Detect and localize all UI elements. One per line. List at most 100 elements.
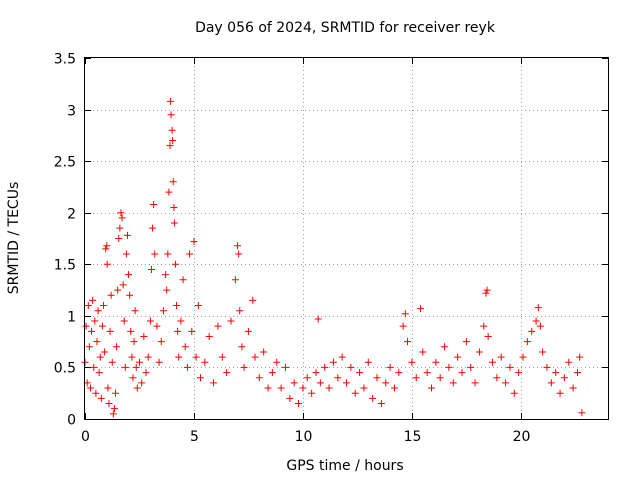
data-point [534, 304, 542, 312]
data-point [427, 384, 435, 392]
data-point [95, 369, 103, 377]
data-point [183, 363, 191, 371]
data-point [223, 369, 231, 377]
data-point [312, 369, 320, 377]
data-point [497, 353, 505, 361]
data-point [255, 374, 263, 382]
data-point [190, 238, 198, 246]
data-point [573, 369, 581, 377]
data-point [251, 353, 259, 361]
data-point [419, 348, 427, 356]
data-point [166, 97, 174, 105]
data-point [449, 379, 457, 387]
x-axis-label: GPS time / hours [286, 458, 403, 474]
data-point [106, 327, 114, 335]
data-point [210, 379, 218, 387]
data-point [260, 348, 268, 356]
chart-title: Day 056 of 2024, SRMTID for receiver rey… [195, 20, 496, 36]
data-point [94, 307, 102, 315]
data-point [569, 384, 577, 392]
data-point [114, 286, 122, 294]
data-point [201, 358, 209, 366]
data-point [273, 358, 281, 366]
data-point [125, 271, 133, 279]
data-point [84, 302, 92, 310]
data-point [170, 204, 178, 212]
data-point [536, 322, 544, 330]
data-point [483, 286, 491, 294]
data-point [164, 250, 172, 258]
data-point [157, 338, 165, 346]
data-point [194, 302, 202, 310]
axis-ticks: 0 0.5 1 1.5 2 2.5 3 3.5 0 5 10 15 20 [54, 52, 608, 445]
data-point [295, 400, 303, 408]
data-point [89, 296, 97, 304]
data-point [576, 353, 584, 361]
data-point [373, 374, 381, 382]
data-point [91, 317, 99, 325]
data-point [98, 322, 106, 330]
data-point [502, 379, 510, 387]
data-point [329, 358, 337, 366]
data-point [532, 317, 540, 325]
data-point [103, 260, 111, 268]
data-point [163, 286, 171, 294]
y-tick-label: 0 [67, 413, 76, 429]
data-point [97, 394, 105, 402]
data-point [386, 363, 394, 371]
y-tick-label: 3.5 [54, 52, 76, 68]
x-tick-label: 0 [81, 429, 90, 445]
data-point [395, 369, 403, 377]
data-point [96, 353, 104, 361]
data-point [126, 291, 134, 299]
data-point [93, 338, 101, 346]
data-point [104, 384, 112, 392]
x-tick-label: 10 [295, 429, 313, 445]
data-point [151, 250, 159, 258]
data-point [144, 353, 152, 361]
data-point [338, 353, 346, 361]
data-point [467, 363, 475, 371]
data-point [132, 363, 140, 371]
data-point [146, 317, 154, 325]
data-point [100, 302, 108, 310]
data-point [129, 374, 137, 382]
data-point [118, 214, 126, 222]
data-point [436, 374, 444, 382]
data-point [556, 389, 564, 397]
data-point [102, 245, 110, 253]
data-point [166, 142, 174, 150]
data-point [277, 384, 285, 392]
data-point [369, 394, 377, 402]
data-point [404, 338, 412, 346]
data-point [515, 369, 523, 377]
data-point [484, 332, 492, 340]
data-point [82, 322, 90, 330]
data-point [168, 126, 176, 134]
data-point [186, 250, 194, 258]
data-point [179, 276, 187, 284]
data-point [122, 250, 130, 258]
data-point [149, 224, 157, 232]
data-point [523, 338, 531, 346]
data-point [408, 358, 416, 366]
data-point [539, 348, 547, 356]
data-point [109, 410, 117, 418]
data-point [173, 302, 181, 310]
data-point [316, 379, 324, 387]
data-point [303, 374, 311, 382]
data-point [115, 235, 123, 242]
data-point [231, 276, 239, 284]
data-point [249, 296, 257, 304]
data-point [314, 315, 322, 323]
data-point [165, 188, 173, 196]
data-point [155, 358, 163, 366]
data-point [170, 219, 178, 227]
data-point [138, 379, 146, 387]
plot-frame [84, 57, 609, 420]
data-point [264, 384, 272, 392]
data-point [377, 400, 385, 408]
data-point [547, 379, 555, 387]
data-point [167, 111, 175, 119]
